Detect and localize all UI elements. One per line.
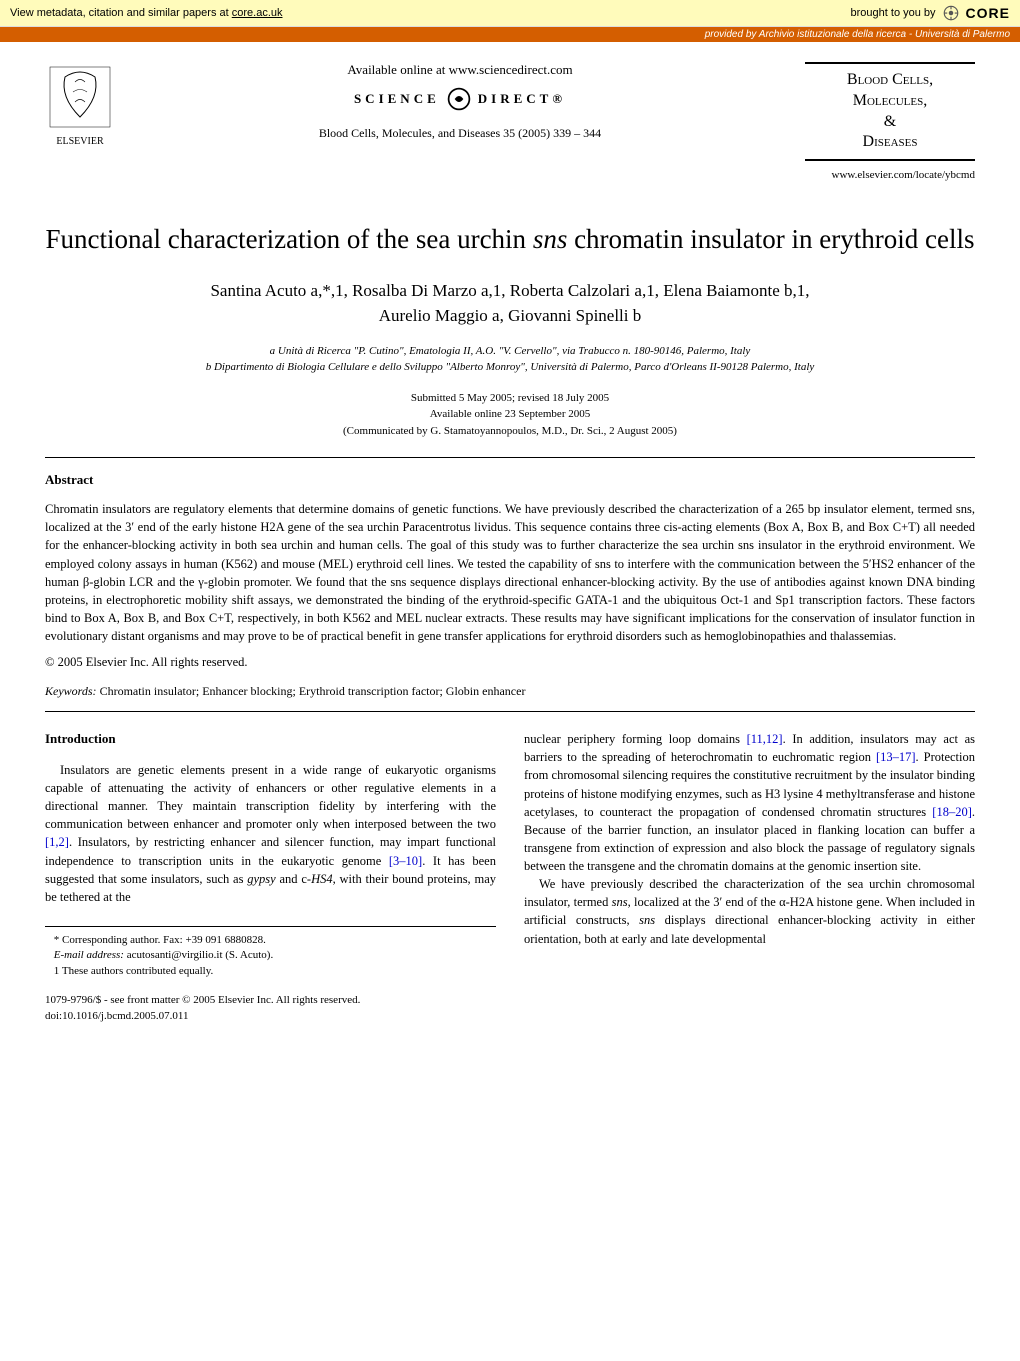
title-italic: sns — [533, 224, 568, 254]
available-online-text: Available online at www.sciencedirect.co… — [135, 62, 785, 78]
keywords-text: Chromatin insulator; Enhancer blocking; … — [97, 684, 526, 698]
available-date: Available online 23 September 2005 — [430, 408, 590, 420]
authors-line1: Santina Acuto a,*,1, Rosalba Di Marzo a,… — [210, 281, 809, 300]
ref-11-12[interactable]: [11,12] — [747, 732, 783, 746]
sciencedirect-logo: SCIENCE DIRECT® — [135, 86, 785, 112]
fn-corresponding: * Corresponding author. Fax: +39 091 688… — [45, 933, 496, 948]
sd-label-2: DIRECT® — [478, 91, 566, 107]
intro-hs4: HS4 — [311, 872, 333, 886]
ref-13-17[interactable]: [13–17] — [876, 750, 916, 764]
rule-top — [45, 457, 975, 458]
ref-18-20[interactable]: [18–20] — [932, 805, 972, 819]
keywords-label: Keywords: — [45, 684, 97, 698]
jt-line2: Molecules, — [853, 92, 927, 109]
intro-sns-2: sns — [639, 913, 655, 927]
keywords: Keywords: Chromatin insulator; Enhancer … — [45, 684, 975, 699]
sd-label-1: SCIENCE — [354, 91, 440, 107]
journal-title: Blood Cells, Molecules, & Diseases — [805, 62, 975, 161]
core-banner-text: View metadata, citation and similar pape… — [10, 7, 283, 19]
core-logo-wrap: brought to you by CORE — [851, 4, 1010, 22]
dates-block: Submitted 5 May 2005; revised 18 July 20… — [45, 390, 975, 440]
intro-2a: nuclear periphery forming loop domains — [524, 732, 747, 746]
affil-b: b Dipartimento di Biologia Cellulare e d… — [206, 361, 815, 373]
journal-reference: Blood Cells, Molecules, and Diseases 35 … — [135, 126, 785, 141]
fn-email: E-mail address: acutosanti@virgilio.it (… — [45, 948, 496, 963]
footer-line1: 1079-9796/$ - see front matter © 2005 El… — [45, 993, 496, 1009]
provided-by-bar: provided by Archivio istituzionale della… — [0, 27, 1020, 42]
journal-url: www.elsevier.com/locate/ybcmd — [805, 169, 975, 181]
core-link[interactable]: core.ac.uk — [232, 7, 283, 19]
page-content: ELSEVIER Available online at www.science… — [0, 42, 1020, 1055]
header-center: Available online at www.sciencedirect.co… — [135, 62, 785, 141]
sciencedirect-icon — [446, 86, 472, 112]
submitted-date: Submitted 5 May 2005; revised 18 July 20… — [411, 392, 609, 404]
intro-para-1: Insulators are genetic elements present … — [45, 761, 496, 906]
intro-gypsy: gypsy — [247, 872, 275, 886]
footer-line2: doi:10.1016/j.bcmd.2005.07.011 — [45, 1009, 496, 1025]
jt-line4: Diseases — [863, 133, 918, 150]
intro-sns-1: sns — [612, 895, 628, 909]
header-row: ELSEVIER Available online at www.science… — [45, 62, 975, 181]
intro-para-1-cont: nuclear periphery forming loop domains [… — [524, 730, 975, 875]
intro-1a: Insulators are genetic elements present … — [45, 763, 496, 831]
jt-line1: Blood Cells, — [847, 71, 933, 88]
introduction-heading: Introduction — [45, 730, 496, 749]
fn-email-addr: acutosanti@virgilio.it (S. Acuto). — [124, 949, 273, 961]
two-column-body: Introduction Insulators are genetic elem… — [45, 730, 975, 1025]
intro-1d: and c- — [276, 872, 311, 886]
brought-by-text: brought to you by — [851, 7, 936, 19]
authors: Santina Acuto a,*,1, Rosalba Di Marzo a,… — [45, 278, 975, 329]
jt-line3: & — [884, 113, 896, 130]
elsevier-text: ELSEVIER — [56, 136, 104, 147]
abstract-body: Chromatin insulators are regulatory elem… — [45, 500, 975, 645]
journal-box: Blood Cells, Molecules, & Diseases www.e… — [805, 62, 975, 181]
core-logo-text: CORE — [966, 5, 1010, 21]
title-pre: Functional characterization of the sea u… — [46, 224, 533, 254]
article-title: Functional characterization of the sea u… — [45, 221, 975, 257]
communicated-date: (Communicated by G. Stamatoyannopoulos, … — [343, 425, 677, 437]
affil-a: a Unità di Ricerca "P. Cutino", Ematolog… — [270, 345, 751, 357]
ref-1-2[interactable]: [1,2] — [45, 835, 69, 849]
fn-equal-contrib: 1 These authors contributed equally. — [45, 964, 496, 979]
core-banner: View metadata, citation and similar pape… — [0, 0, 1020, 27]
footnotes: * Corresponding author. Fax: +39 091 688… — [45, 926, 496, 979]
intro-para-2: We have previously described the charact… — [524, 875, 975, 948]
core-icon — [942, 4, 960, 22]
elsevier-logo: ELSEVIER — [45, 62, 115, 157]
abstract-heading: Abstract — [45, 472, 975, 488]
affiliations: a Unità di Ricerca "P. Cutino", Ematolog… — [45, 343, 975, 376]
copyright-text: © 2005 Elsevier Inc. All rights reserved… — [45, 655, 975, 670]
footer: 1079-9796/$ - see front matter © 2005 El… — [45, 993, 496, 1025]
fn-email-label: E-mail address: — [54, 949, 124, 961]
column-right: nuclear periphery forming loop domains [… — [524, 730, 975, 1025]
core-banner-prefix: View metadata, citation and similar pape… — [10, 7, 232, 19]
rule-bottom — [45, 711, 975, 712]
authors-line2: Aurelio Maggio a, Giovanni Spinelli b — [379, 306, 642, 325]
title-post: chromatin insulator in erythroid cells — [567, 224, 974, 254]
ref-3-10[interactable]: [3–10] — [389, 854, 422, 868]
column-left: Introduction Insulators are genetic elem… — [45, 730, 496, 1025]
